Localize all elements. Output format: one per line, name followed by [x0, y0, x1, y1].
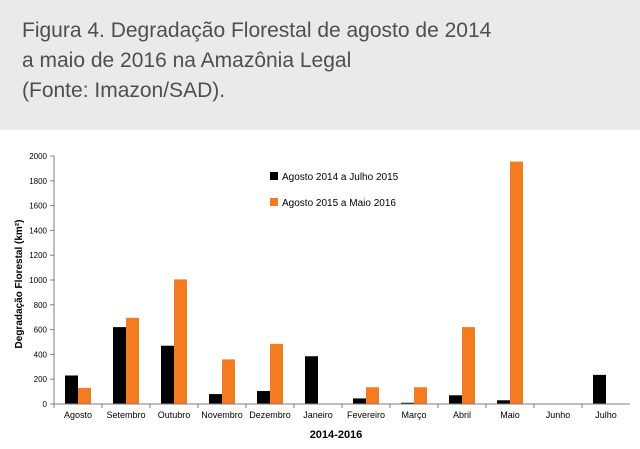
bar-series-2-agosto [78, 387, 91, 404]
chart-container: 0 200 400 600 800 1000 1200 1400 1600 1800 2000 Ag… [0, 136, 640, 444]
y-tick-label: 1400 [29, 226, 47, 235]
x-axis-label: 2014-2016 [310, 429, 363, 441]
caption-box: Figura 4. Degradação Florestal de agosto… [0, 0, 640, 130]
y-tick-label: 200 [34, 375, 48, 384]
bar-series-1-novembro [209, 394, 222, 404]
caption-line-3: (Fonte: Imazon/SAD). [22, 79, 226, 102]
bar-series-2-setembro [126, 317, 139, 404]
bar-series-1-março [401, 402, 414, 404]
bar-series-1-abril [449, 395, 462, 404]
x-tick-label: Março [401, 410, 426, 420]
y-tick-label: 600 [34, 326, 48, 335]
y-tick-label: 800 [34, 301, 48, 310]
x-tick-label: Janeiro [303, 410, 333, 420]
bar-series-1-janeiro [305, 356, 318, 404]
caption-line-2: a maio de 2016 na Amazônia Legal [22, 49, 352, 72]
x-tick-label: Junho [546, 410, 571, 420]
x-tick-label: Dezembro [249, 410, 291, 420]
y-tick-label: 1800 [29, 177, 47, 186]
legend-swatch-series-2 [270, 198, 278, 206]
bar-series-1-julho [593, 374, 606, 404]
y-axis-ticks: 0 200 400 600 800 1000 1200 1400 1600 1800 2000 [29, 152, 54, 409]
x-tick-label: Maio [500, 410, 520, 420]
bar-chart: 0 200 400 600 800 1000 1200 1400 1600 1800 2000 Ag… [14, 152, 630, 441]
y-tick-label: 1000 [29, 276, 47, 285]
bar-series-2-novembro [222, 359, 235, 404]
legend-label-series-2: Agosto 2015 a Maio 2016 [282, 198, 396, 209]
caption-line-1: Figura 4. Degradação Florestal de agosto… [22, 19, 492, 42]
x-tick-label: Outubro [158, 410, 191, 420]
y-tick-label: 400 [34, 350, 48, 359]
x-tick-label: Julho [595, 410, 617, 420]
bar-series-1-fevereiro [353, 398, 366, 404]
x-tick-label: Fevereiro [347, 410, 385, 420]
bar-series-1-setembro [113, 327, 126, 404]
bar-series-2-maio [510, 161, 523, 404]
bars [65, 161, 606, 404]
legend-label-series-1: Agosto 2014 a Julho 2015 [282, 172, 399, 183]
bar-series-2-outubro [174, 279, 187, 404]
y-tick-label: 1600 [29, 202, 47, 211]
x-tick-label: Agosto [64, 410, 92, 420]
bar-series-1-outubro [161, 345, 174, 404]
y-axis-label: Degradação Florestal (km²) [14, 220, 25, 349]
bar-series-1-dezembro [257, 390, 270, 404]
bar-series-2-abril [462, 327, 475, 404]
figure-caption: Figura 4. Degradação Florestal de agosto… [22, 16, 622, 106]
legend: Agosto 2014 a Julho 2015 Agosto 2015 a M… [270, 172, 399, 209]
legend-swatch-series-1 [270, 172, 278, 180]
x-tick-label: Novembro [201, 410, 243, 420]
bar-series-2-fevereiro [366, 387, 379, 404]
x-tick-label: Abril [453, 410, 471, 420]
x-tick-label: Setembro [106, 410, 145, 420]
bar-series-2-março [414, 387, 427, 404]
y-tick-label: 0 [43, 400, 48, 409]
bar-series-1-agosto [65, 375, 78, 404]
bar-series-1-maio [497, 400, 510, 404]
bar-series-2-dezembro [270, 343, 283, 404]
x-axis-ticks: Agosto Setembro Outubro Novembro Dezembro Jan… [53, 404, 617, 420]
y-tick-label: 2000 [29, 152, 47, 161]
y-tick-label: 1200 [29, 251, 47, 260]
